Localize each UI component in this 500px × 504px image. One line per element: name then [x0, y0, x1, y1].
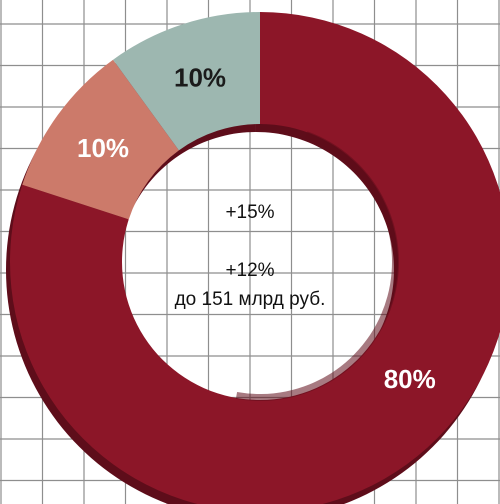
slice-labels: 80% 10% 10%	[77, 62, 436, 393]
center-line-1: +15%	[225, 202, 274, 223]
pie-slice-2	[22, 59, 179, 220]
center-text-block: +15% +12% до 151 млрд руб.	[175, 202, 326, 310]
center-line-2: +12%	[225, 260, 274, 281]
center-line-3: до 151 млрд руб.	[175, 289, 326, 310]
pie-slice-3	[113, 12, 261, 151]
donut-slices	[10, 12, 500, 504]
slice-label-1: 80%	[384, 364, 436, 394]
slice-label-2: 10%	[77, 133, 129, 163]
slice-label-3: 10%	[174, 62, 226, 92]
pie-slice-1	[10, 12, 500, 504]
